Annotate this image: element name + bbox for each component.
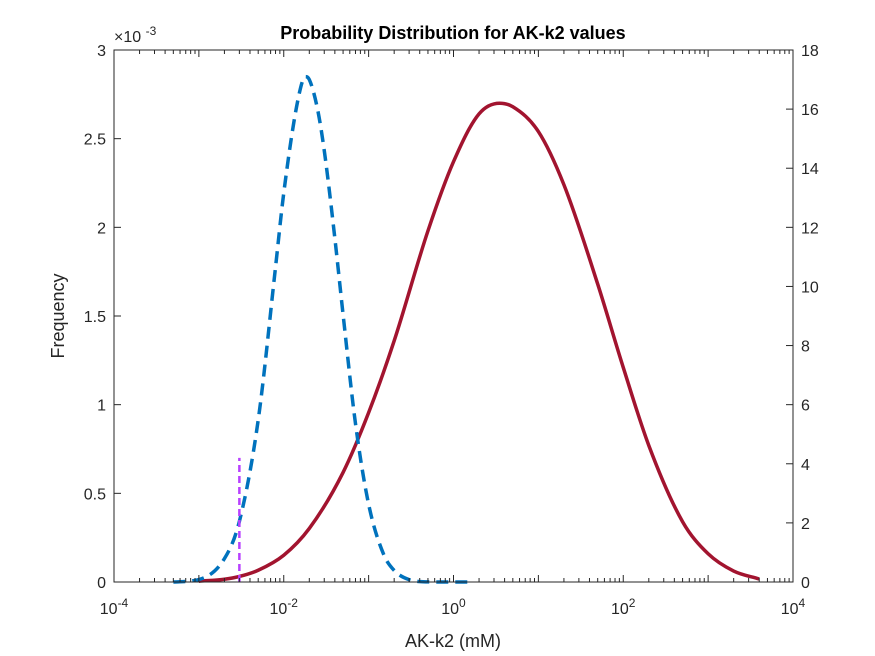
y-right-tick-label: 14 bbox=[801, 161, 819, 178]
y-left-tick-label: 1.5 bbox=[84, 309, 106, 326]
series-1-line bbox=[198, 101, 760, 583]
x-tick-label-exponent: 4 bbox=[799, 596, 806, 610]
x-tick-label: 10-2 bbox=[270, 596, 299, 618]
x-axis-ticks: 10-4 10-2 100 102 104 bbox=[100, 50, 806, 618]
y-right-tick-label: 6 bbox=[801, 398, 810, 415]
x-tick-label-exponent: 2 bbox=[629, 596, 636, 610]
y-right-tick-label: 4 bbox=[801, 457, 810, 474]
x-tick-label: 10-4 bbox=[100, 596, 129, 618]
y-left-tick-label: 0 bbox=[97, 575, 106, 592]
x-axis-label: AK-k2 (mM) bbox=[405, 631, 501, 651]
y-axis-label: Frequency bbox=[48, 273, 68, 358]
y-left-tick-label: 3 bbox=[97, 43, 106, 60]
y-right-tick-label: 12 bbox=[801, 220, 819, 237]
y-right-tick-label: 10 bbox=[801, 279, 819, 296]
x-tick-label-base: 10 bbox=[441, 601, 459, 618]
x-tick-label: 100 bbox=[441, 596, 466, 618]
x-tick-label-base: 10 bbox=[611, 601, 629, 618]
x-tick-label-base: 10 bbox=[100, 601, 118, 618]
y-right-tick-label: 18 bbox=[801, 43, 819, 60]
x-tick-label: 104 bbox=[781, 596, 806, 618]
y-left-multiplier: ×10 -3 bbox=[114, 24, 157, 46]
plot-area bbox=[114, 50, 793, 582]
y-right-tick-label: 8 bbox=[801, 339, 810, 356]
y-left-tick-label: 1 bbox=[97, 398, 106, 415]
x-tick-label-base: 10 bbox=[270, 601, 288, 618]
y-left-multiplier-exponent: -3 bbox=[146, 24, 157, 38]
y-right-tick-label: 16 bbox=[801, 102, 819, 119]
x-tick-label-base: 10 bbox=[781, 601, 799, 618]
y-left-axis-ticks: 0 0.5 1 1.5 2 2.5 3 bbox=[84, 43, 121, 592]
y-left-multiplier-base: ×10 bbox=[114, 29, 141, 46]
y-right-tick-label: 0 bbox=[801, 575, 810, 592]
y-right-tick-label: 2 bbox=[801, 516, 810, 533]
chart-title: Probability Distribution for AK-k2 value… bbox=[280, 23, 625, 43]
x-tick-label-exponent: -4 bbox=[118, 596, 129, 610]
x-tick-label-exponent: -2 bbox=[287, 596, 298, 610]
y-left-tick-label: 2.5 bbox=[84, 132, 106, 149]
x-tick-label: 102 bbox=[611, 596, 636, 618]
y-left-tick-label: 2 bbox=[97, 220, 106, 237]
y-right-axis-ticks: 0 2 4 6 8 10 12 14 16 18 bbox=[786, 43, 819, 592]
y-left-tick-label: 0.5 bbox=[84, 486, 106, 503]
x-tick-label-exponent: 0 bbox=[459, 596, 466, 610]
